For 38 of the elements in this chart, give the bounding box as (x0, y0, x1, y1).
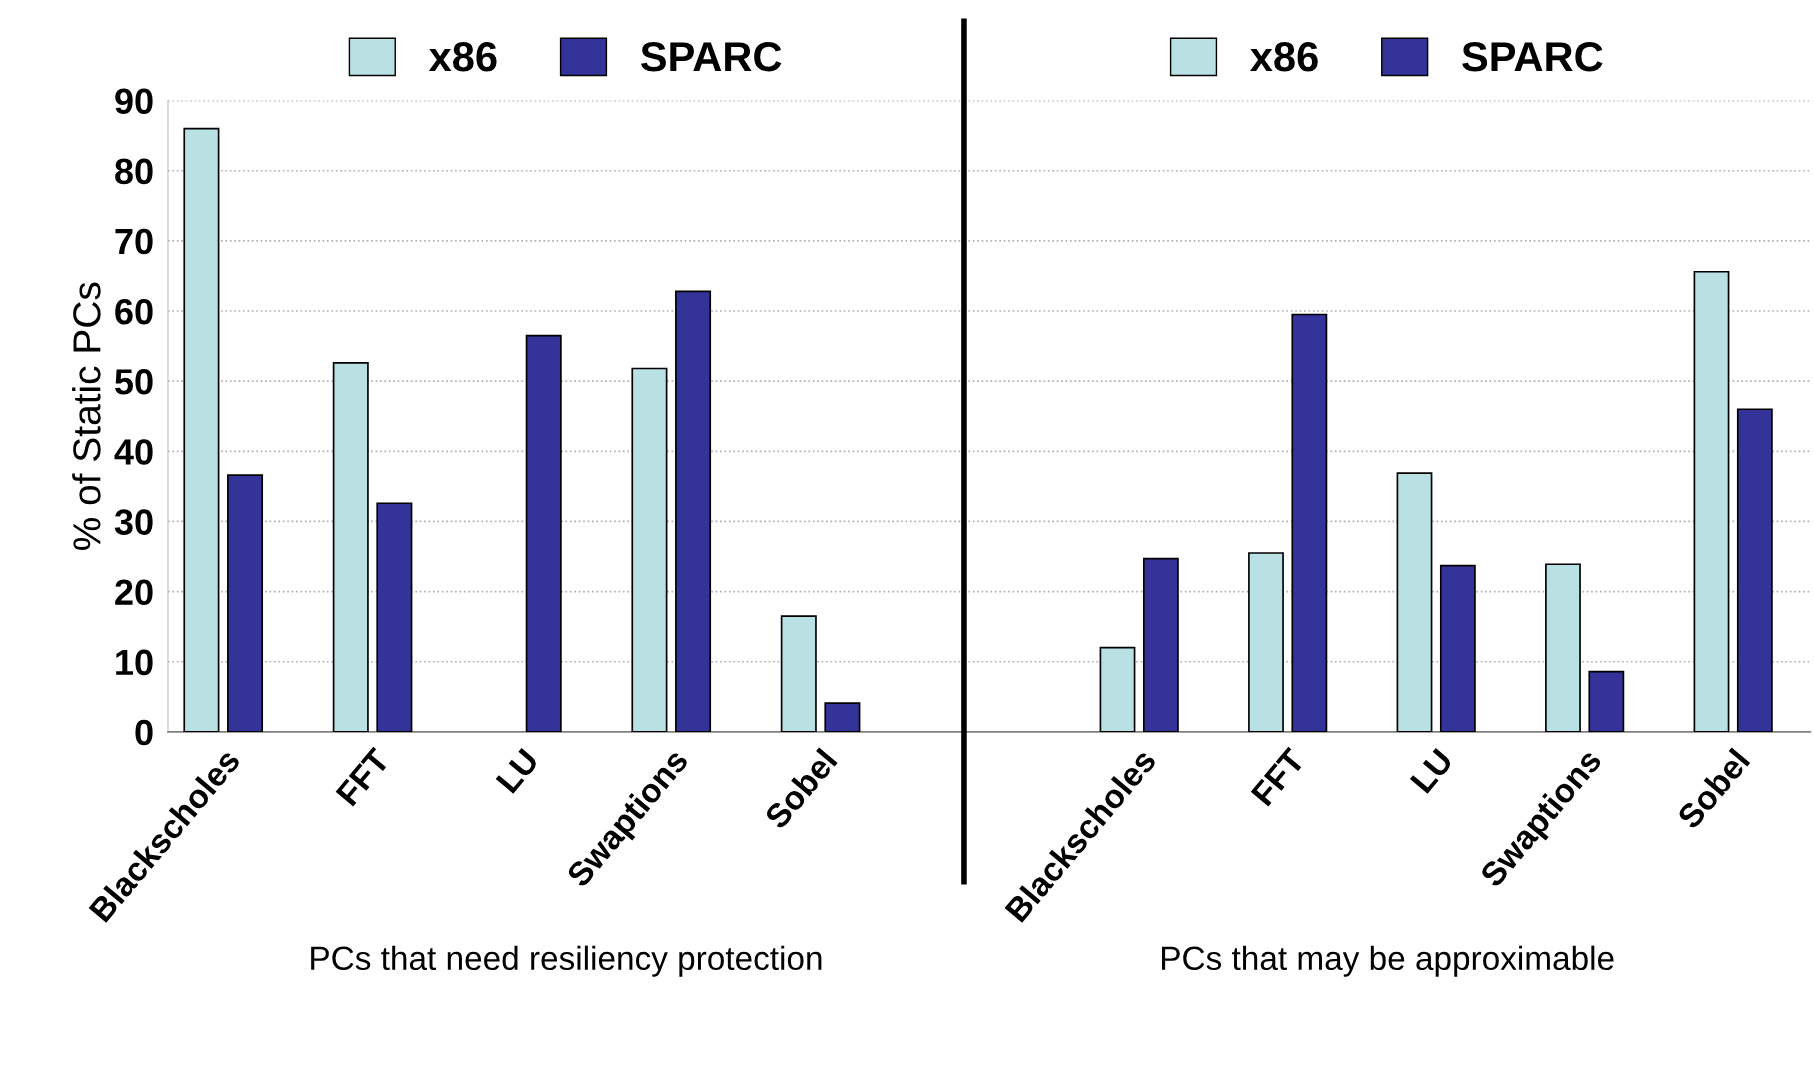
bar (332, 362, 369, 732)
y-tick-label: 80 (115, 158, 153, 185)
bar (824, 702, 861, 732)
bar (1736, 408, 1773, 732)
legend-label: SPARC (640, 42, 782, 72)
bar (1439, 564, 1476, 732)
bar (376, 502, 413, 732)
y-tick-label: 60 (115, 298, 153, 325)
y-axis-title: % of Static PCs (72, 282, 101, 550)
legend-label: x86 (428, 42, 497, 72)
bar (1142, 557, 1179, 732)
bar (1396, 472, 1433, 732)
x-axis-title: PCs that may be approximable (1162, 945, 1614, 977)
bar (183, 127, 220, 732)
bar (1588, 670, 1625, 732)
bar (227, 474, 264, 732)
y-tick-label: 70 (115, 228, 153, 255)
y-tick-label: 10 (116, 649, 153, 676)
y-tick-label: 50 (115, 369, 153, 395)
legend-label: SPARC (1462, 42, 1603, 72)
bar (631, 367, 668, 732)
bar (1248, 552, 1284, 732)
x-tick-label: LU (495, 748, 540, 794)
x-tick-label: LU (1409, 748, 1454, 794)
bar (780, 615, 817, 732)
y-tick-label: 20 (115, 579, 153, 606)
bar (525, 334, 562, 732)
bar (1099, 646, 1136, 732)
x-axis-title: PCs that need resiliency protection (311, 945, 822, 977)
y-tick-label: 90 (115, 88, 153, 115)
y-tick-label: 30 (114, 509, 153, 535)
y-tick-label: 0 (135, 719, 153, 746)
bar (675, 290, 712, 732)
bar (1291, 313, 1328, 732)
y-tick-label: 40 (114, 439, 153, 465)
bar (1693, 270, 1730, 732)
bar (1545, 563, 1581, 732)
legend-label: x86 (1250, 42, 1318, 72)
